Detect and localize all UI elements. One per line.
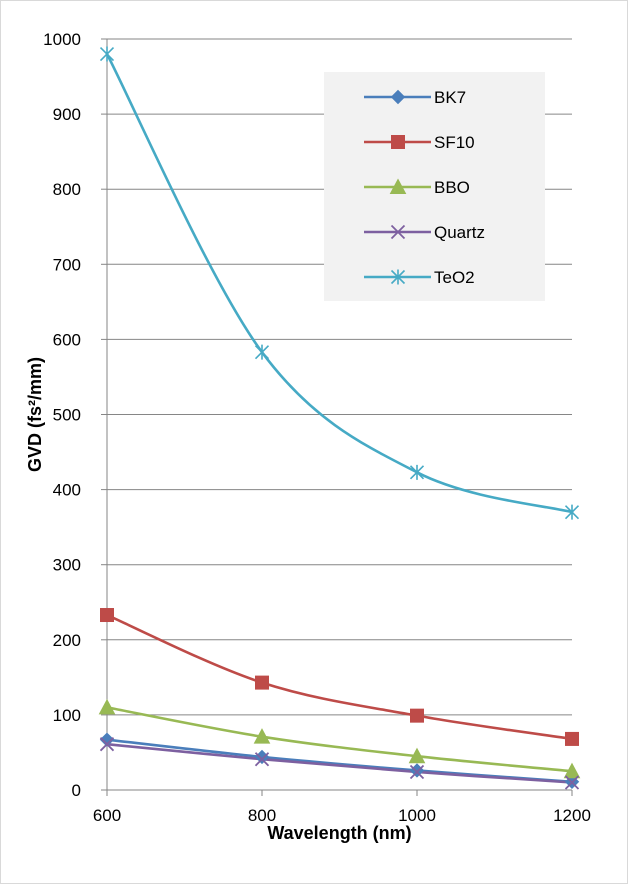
x-axis-title: Wavelength (nm) <box>267 823 411 843</box>
data-point-quartz <box>409 764 425 780</box>
y-tick-label: 900 <box>53 105 81 124</box>
y-tick-label: 1000 <box>43 30 81 49</box>
legend-label-bbo: BBO <box>434 178 470 197</box>
legend-marker-teo2 <box>390 269 406 285</box>
data-point-teo2 <box>254 344 270 360</box>
y-tick-label: 100 <box>53 706 81 725</box>
x-tick-label: 1000 <box>398 806 436 825</box>
data-point-bbo <box>408 747 426 764</box>
legend-marker-bbo <box>389 178 407 194</box>
series-markers <box>98 46 581 790</box>
y-tick-label: 0 <box>72 781 81 800</box>
legend-label-sf10: SF10 <box>434 133 475 152</box>
axes: 0 100 200 300 400 500 600 700 800 900 1000 600 800 10… <box>43 30 591 825</box>
data-point-quartz <box>254 752 270 767</box>
legend-marker-quartz <box>390 224 406 240</box>
data-point-bbo <box>563 762 581 779</box>
series-line-teo2 <box>105 52 574 514</box>
data-point-quartz <box>99 737 115 752</box>
data-point-bbo <box>253 728 271 744</box>
y-tick-label: 200 <box>53 631 81 650</box>
series-line-quartz <box>105 742 574 784</box>
series-line-sf10 <box>105 613 574 741</box>
legend-label-quartz: Quartz <box>434 223 485 242</box>
legend-box <box>324 72 545 301</box>
legend: BK7 SF10 BBO Quartz TeO2 <box>324 72 545 301</box>
y-tick-label: 500 <box>53 406 81 425</box>
y-axis-title: GVD (fs²/mm) <box>25 357 45 472</box>
data-point-sf10 <box>565 731 579 746</box>
data-point-teo2 <box>409 464 425 480</box>
y-tick-label: 800 <box>53 180 81 199</box>
legend-label-bk7: BK7 <box>434 88 466 107</box>
legend-marker-bk7 <box>390 89 406 105</box>
legend-label-teo2: TeO2 <box>434 268 475 287</box>
data-point-bbo <box>98 698 116 715</box>
y-tick-label: 400 <box>53 481 81 500</box>
data-point-sf10 <box>100 608 114 623</box>
data-point-sf10 <box>410 708 424 723</box>
data-point-teo2 <box>564 504 580 520</box>
y-tick-label: 300 <box>53 556 81 575</box>
data-point-teo2 <box>99 46 115 62</box>
data-point-bk7 <box>99 732 115 747</box>
series-line-bbo <box>105 706 574 773</box>
data-point-bk7 <box>254 749 270 765</box>
data-point-sf10 <box>255 675 269 690</box>
y-tick-label: 700 <box>53 255 81 274</box>
y-tick-label: 600 <box>53 330 81 349</box>
x-tick-label: 800 <box>248 806 276 825</box>
data-point-quartz <box>564 775 580 790</box>
series-lines <box>105 52 574 784</box>
legend-marker-sf10 <box>391 135 405 149</box>
x-tick-label: 1200 <box>553 806 591 825</box>
x-tick-label: 600 <box>93 806 121 825</box>
data-point-bk7 <box>409 763 425 778</box>
